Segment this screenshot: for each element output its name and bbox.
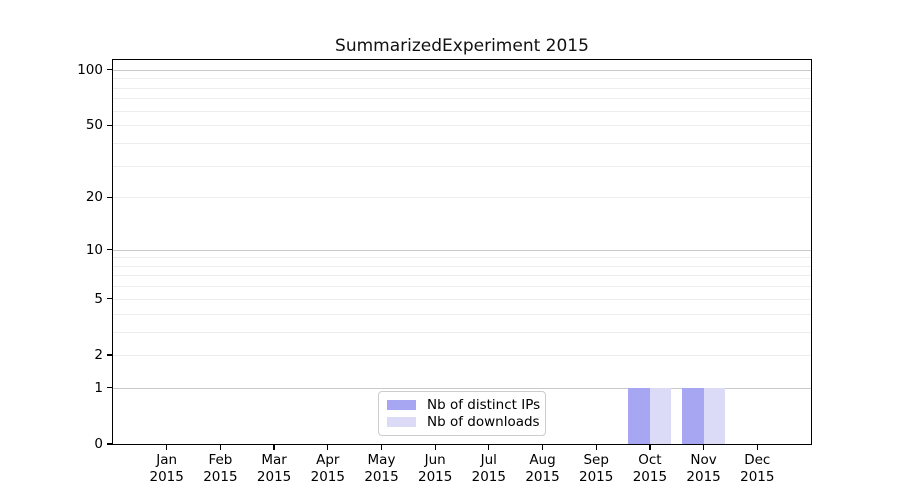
legend-swatch-distinct-ips: [387, 399, 416, 410]
x-tick-jan: [166, 445, 168, 450]
y-tick-label-0: 0: [94, 436, 103, 452]
x-tick-month: Jun: [424, 452, 446, 468]
x-tick-month: Jan: [156, 452, 178, 468]
x-tick-month: Nov: [690, 452, 717, 468]
gridline-minor-20: [113, 197, 811, 199]
x-tick-month: Apr: [316, 452, 340, 468]
x-tick-label-jul: Jul 2015: [459, 452, 519, 486]
x-tick-year: 2015: [418, 469, 453, 485]
legend-item-distinct-ips: Nb of distinct IPs: [387, 396, 541, 414]
x-tick-year: 2015: [310, 469, 345, 485]
gridline-minor-9: [113, 257, 811, 259]
x-tick-year: 2015: [149, 469, 184, 485]
y-tick-label-2: 2: [94, 346, 103, 363]
x-tick-may: [380, 445, 383, 450]
x-tick-month: Dec: [744, 452, 771, 468]
plot-area: [113, 60, 811, 444]
y-tick-label-100: 100: [77, 61, 103, 78]
gridline-major-1: [113, 387, 811, 389]
gridline-minor-3: [113, 331, 811, 333]
x-tick-year: 2015: [740, 469, 775, 485]
x-tick-label-apr: Apr 2015: [298, 452, 358, 486]
x-tick-label-dec: Dec 2015: [727, 452, 787, 486]
x-tick-feb: [219, 445, 222, 450]
x-tick-month: Sep: [583, 452, 609, 468]
x-tick-year: 2015: [579, 469, 614, 485]
x-tick-dec: [756, 445, 758, 450]
x-tick-label-mar: Mar 2015: [244, 452, 304, 486]
x-tick-month: Aug: [529, 452, 556, 468]
y-tick-label-5: 5: [94, 290, 103, 307]
gridline-minor-2: [113, 354, 811, 356]
gridline-minor-80: [113, 87, 811, 89]
y-tick-label-1: 1: [94, 379, 103, 396]
y-tick-label-20: 20: [85, 189, 103, 206]
bar-nb-of-distinct-ips-oct: [628, 387, 650, 444]
x-tick-month: Jul: [480, 452, 497, 468]
x-tick-aug: [541, 445, 544, 450]
y-tick-50: [107, 124, 112, 126]
gridline-major-100: [113, 69, 811, 71]
x-tick-apr: [327, 445, 329, 450]
legend: Nb of distinct IPs Nb of downloads: [378, 391, 546, 436]
x-tick-month: Feb: [208, 452, 233, 468]
x-tick-month: May: [367, 452, 396, 468]
y-tick-2: [107, 354, 112, 356]
x-tick-oct: [649, 445, 651, 450]
x-tick-sep: [595, 445, 597, 450]
gridline-minor-8: [113, 265, 811, 267]
x-tick-label-sep: Sep 2015: [566, 452, 626, 486]
y-tick-1: [107, 387, 112, 389]
bar-nb-of-downloads-oct: [649, 387, 672, 444]
bar-nb-of-downloads-nov: [703, 387, 726, 444]
legend-swatch-downloads: [387, 417, 416, 428]
x-tick-year: 2015: [203, 469, 238, 485]
gridline-minor-50: [113, 125, 811, 127]
legend-label-distinct-ips: Nb of distinct IPs: [427, 396, 541, 413]
gridline-minor-90: [113, 78, 811, 80]
gridline-major-10: [113, 249, 811, 251]
gridline-minor-40: [113, 142, 811, 144]
x-tick-label-nov: Nov 2015: [674, 452, 734, 486]
bar-nb-of-distinct-ips-nov: [682, 387, 704, 444]
x-tick-label-jun: Jun 2015: [405, 452, 465, 486]
x-tick-label-oct: Oct 2015: [620, 452, 680, 486]
y-tick-20: [107, 196, 112, 198]
y-tick-10: [107, 248, 112, 251]
x-tick-year: 2015: [256, 469, 292, 485]
x-tick-jun: [434, 445, 436, 450]
gridline-minor-30: [113, 165, 811, 167]
gridline-minor-7: [113, 275, 811, 277]
y-tick-label-10: 10: [85, 241, 103, 258]
gridline-minor-6: [113, 286, 811, 288]
x-tick-label-may: May 2015: [352, 452, 412, 486]
x-tick-month: Mar: [261, 452, 287, 468]
x-tick-year: 2015: [632, 469, 668, 485]
legend-item-downloads: Nb of downloads: [387, 414, 540, 432]
x-tick-jul: [488, 445, 490, 450]
legend-label-downloads: Nb of downloads: [427, 414, 540, 431]
y-tick-5: [107, 298, 112, 300]
gridline-minor-5: [113, 298, 811, 300]
x-tick-year: 2015: [471, 469, 506, 485]
gridline-minor-60: [113, 110, 811, 112]
y-tick-label-50: 50: [85, 117, 103, 134]
x-tick-year: 2015: [686, 469, 721, 485]
y-tick-100: [107, 69, 112, 71]
x-tick-nov: [702, 445, 705, 450]
x-tick-year: 2015: [364, 469, 399, 485]
y-tick-0: [107, 443, 112, 445]
x-tick-month: Oct: [638, 452, 662, 468]
x-tick-label-feb: Feb 2015: [190, 452, 250, 486]
chart-title: SummarizedExperiment 2015: [335, 36, 589, 56]
x-tick-mar: [273, 445, 275, 450]
x-tick-year: 2015: [525, 469, 560, 485]
gridline-minor-4: [113, 313, 811, 315]
x-tick-label-jan: Jan 2015: [137, 452, 197, 486]
gridline-minor-70: [113, 98, 811, 100]
x-tick-label-aug: Aug 2015: [513, 452, 573, 486]
